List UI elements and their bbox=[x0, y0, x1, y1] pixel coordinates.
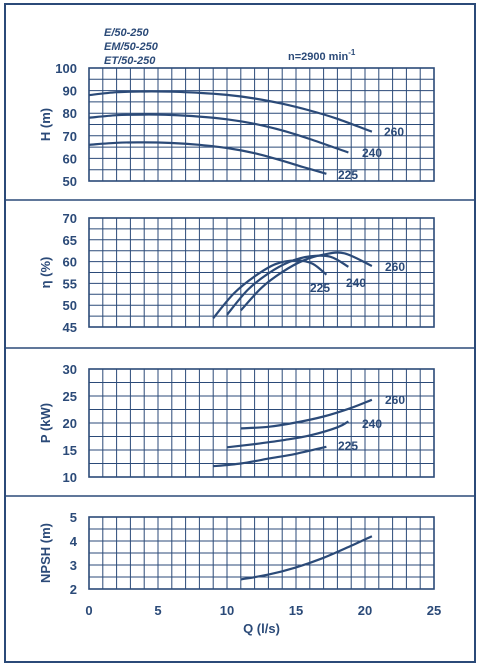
x-tick-label: 10 bbox=[220, 603, 234, 618]
x-axis-label: Q (l/s) bbox=[243, 621, 280, 636]
x-tick-label: 15 bbox=[289, 603, 303, 618]
series-line-240 bbox=[88, 113, 349, 154]
y-tick-label: 70 bbox=[63, 211, 77, 226]
series-line-225 bbox=[213, 445, 327, 468]
y-tick-label: 5 bbox=[70, 510, 77, 525]
series-line-260 bbox=[240, 398, 373, 430]
y-tick-label: 60 bbox=[63, 255, 77, 270]
x-tick-label: 5 bbox=[154, 603, 161, 618]
y-axis-label: η (%) bbox=[38, 257, 53, 289]
y-tick-label: 80 bbox=[63, 106, 77, 121]
y-tick-label: 65 bbox=[63, 233, 77, 248]
x-tick-label: 20 bbox=[358, 603, 372, 618]
y-tick-label: 50 bbox=[63, 298, 77, 313]
series-line-240 bbox=[226, 254, 349, 316]
y-axis-label: P (kW) bbox=[38, 403, 53, 443]
y-tick-label: 30 bbox=[63, 362, 77, 377]
series-line-260 bbox=[88, 90, 373, 133]
speed-label: n=2900 min-1 bbox=[288, 48, 356, 63]
model-label-em: EM/50-250 bbox=[104, 41, 159, 53]
y-tick-label: 25 bbox=[63, 389, 77, 404]
speed-exponent: -1 bbox=[348, 48, 356, 57]
plot-area-border bbox=[88, 67, 435, 182]
series-label-260: 260 bbox=[385, 260, 405, 274]
plot-area-border bbox=[88, 217, 435, 328]
series-label-240: 240 bbox=[346, 276, 366, 290]
y-axis-label: H (m) bbox=[38, 108, 53, 141]
y-tick-label: 90 bbox=[63, 84, 77, 99]
y-tick-label: 50 bbox=[63, 174, 77, 189]
y-tick-label: 100 bbox=[55, 61, 77, 76]
series-label-225: 225 bbox=[338, 168, 358, 182]
y-tick-label: 2 bbox=[70, 582, 77, 597]
series-line-225 bbox=[212, 259, 328, 319]
series-label-225: 225 bbox=[310, 281, 330, 295]
y-tick-label: 3 bbox=[70, 558, 77, 573]
model-label-et: ET/50-250 bbox=[104, 55, 156, 67]
y-tick-label: 70 bbox=[63, 129, 77, 144]
y-tick-label: 20 bbox=[63, 416, 77, 431]
series-line-225 bbox=[88, 141, 327, 175]
series-line-npsh bbox=[240, 535, 373, 581]
y-tick-label: 60 bbox=[63, 151, 77, 166]
x-tick-label: 0 bbox=[85, 603, 92, 618]
x-tick-label: 25 bbox=[427, 603, 441, 618]
y-tick-label: 55 bbox=[63, 276, 77, 291]
panel-2: 45 50 55 60 65 70 η (%) 260 240 225 bbox=[38, 211, 435, 335]
series-label-240: 240 bbox=[362, 417, 382, 431]
y-tick-label: 10 bbox=[63, 470, 77, 485]
series-line-240 bbox=[226, 420, 349, 449]
speed-text: n=2900 min bbox=[288, 51, 349, 63]
series-label-260: 260 bbox=[385, 393, 405, 407]
series-label-225: 225 bbox=[338, 439, 358, 453]
y-tick-label: 15 bbox=[63, 443, 77, 458]
model-label-e: E/50-250 bbox=[104, 27, 150, 39]
plot-area-border bbox=[88, 516, 435, 590]
y-axis-label: NPSH (m) bbox=[38, 523, 53, 583]
y-tick-label: 4 bbox=[70, 534, 78, 549]
y-tick-label: 45 bbox=[63, 320, 77, 335]
series-label-240: 240 bbox=[362, 146, 382, 160]
plot-area-border bbox=[88, 368, 435, 478]
panel-4: 2 3 4 5 NPSH (m) 0 5 10 15 20 25 Q (l/s) bbox=[38, 510, 441, 636]
series-label-260: 260 bbox=[384, 125, 404, 139]
